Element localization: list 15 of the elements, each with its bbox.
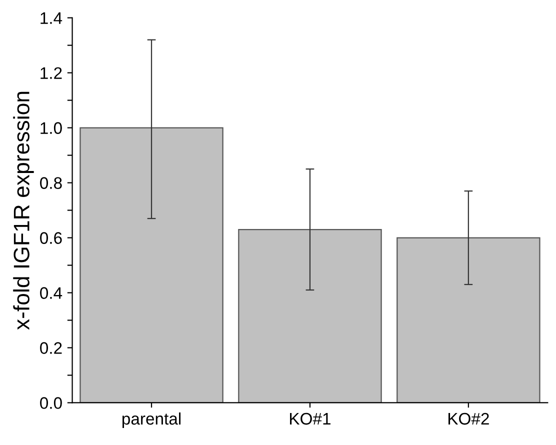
x-tick-label: parental <box>122 412 181 428</box>
y-tick-label: 0.2 <box>40 342 62 354</box>
bar <box>80 127 224 403</box>
y-tick-label: 1.4 <box>40 12 62 24</box>
bar <box>396 237 540 403</box>
x-tick-label: KO#2 <box>448 412 489 425</box>
y-tick-label: 0.6 <box>40 232 62 244</box>
y-axis-title: x-fold IGF1R expression <box>13 92 34 330</box>
bar <box>238 228 382 403</box>
y-tick-label: 1.0 <box>40 122 62 134</box>
x-tick-label: KO#1 <box>290 412 330 425</box>
y-tick-label: 0.8 <box>40 177 62 189</box>
y-tick-label: 0.0 <box>40 397 62 409</box>
y-tick-label: 1.2 <box>40 67 62 79</box>
y-tick-label: 0.4 <box>40 287 62 299</box>
